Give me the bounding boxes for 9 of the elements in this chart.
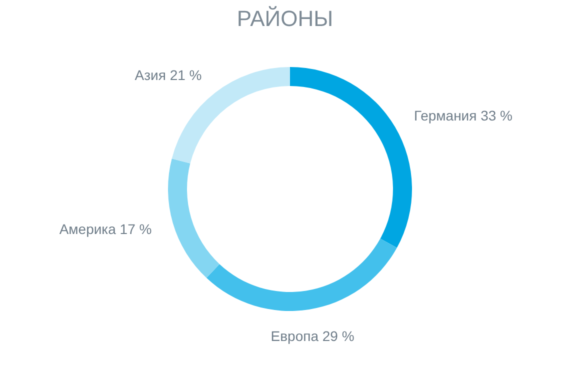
donut-slice: [172, 67, 290, 164]
donut-slice: [168, 158, 220, 278]
slice-label: Германия 33 %: [414, 108, 513, 124]
slice-label: Азия 21 %: [134, 67, 202, 84]
slice-label: Америка 17 %: [59, 221, 152, 238]
slice-label: Европа 29 %: [270, 328, 354, 344]
donut-slice: [206, 238, 397, 311]
donut-slice: [290, 67, 412, 248]
chart-title: РАЙОНЫ: [236, 6, 334, 32]
